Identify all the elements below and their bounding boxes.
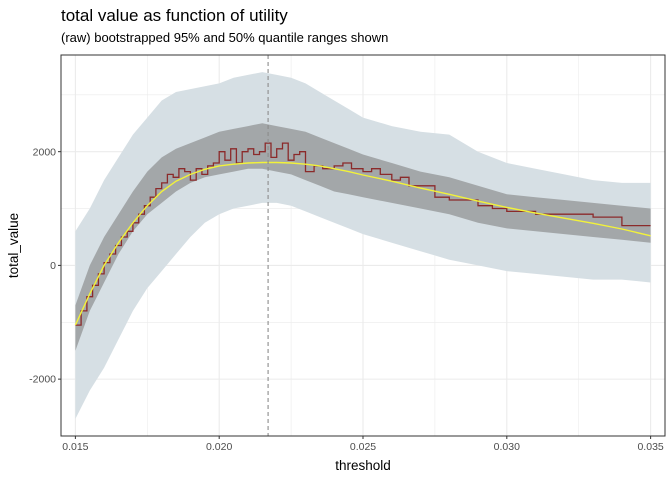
y-tick-label: -2000 (29, 374, 56, 386)
x-tick-label: 0.015 (62, 441, 88, 453)
x-axis: 0.015 0.020 0.025 0.030 0.035 (62, 436, 664, 453)
x-axis-label: threshold (335, 458, 391, 473)
y-axis: -2000 0 2000 (29, 146, 61, 386)
x-tick-label: 0.035 (637, 441, 663, 453)
data-layer (74, 55, 651, 436)
y-tick-label: 0 (50, 260, 56, 272)
x-tick-label: 0.030 (494, 441, 520, 453)
x-tick-label: 0.020 (206, 441, 232, 453)
chart-title: total value as function of utility (61, 6, 288, 25)
smooth-fit-line (74, 161, 651, 326)
plot-panel (60, 54, 666, 437)
x-tick-label: 0.025 (350, 441, 376, 453)
raw-value-line (75, 142, 651, 326)
y-axis-label: total_value (6, 213, 21, 278)
y-tick-label: 2000 (33, 146, 57, 158)
chart-subtitle: (raw) bootstrapped 95% and 50% quantile … (61, 30, 388, 45)
